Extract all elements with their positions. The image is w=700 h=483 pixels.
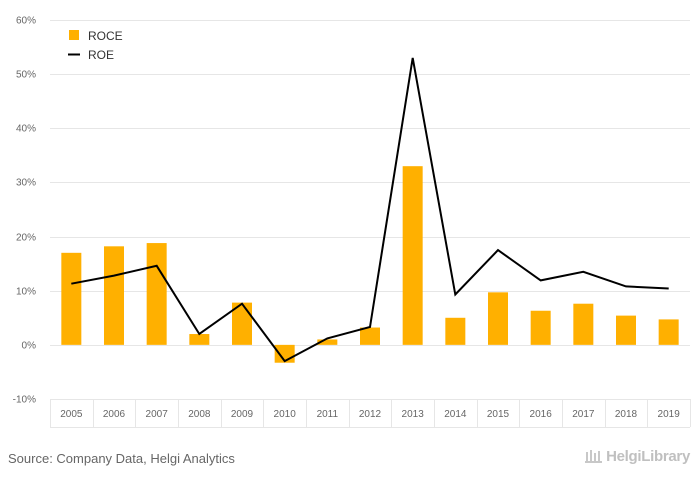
roce-bar: [445, 317, 466, 345]
roce-bar: [488, 292, 508, 345]
roce-bar: [402, 166, 423, 345]
x-tick-label: 2010: [274, 409, 297, 420]
x-tick-label: 2008: [188, 409, 211, 420]
y-tick-label: 40%: [16, 124, 36, 135]
roce-bars: [61, 166, 679, 363]
y-tick-label: 10%: [16, 287, 36, 298]
roce-bar: [530, 310, 551, 345]
roce-bar: [104, 246, 124, 345]
chart: -10%0%10%20%30%40%50%60% 2005 2006 2007 200…: [13, 16, 691, 428]
x-tick-label: 2019: [658, 409, 681, 420]
helgi-library-logo: HelgiLibrary: [585, 448, 690, 465]
roce-bar: [658, 319, 679, 345]
y-tick-label: 0%: [22, 341, 37, 352]
roce-bar: [573, 303, 594, 345]
x-tick-label: 2017: [572, 409, 595, 420]
roce-bar: [317, 339, 338, 345]
roce-bar: [360, 327, 380, 345]
roce-bar: [189, 334, 210, 345]
y-tick-label: 20%: [16, 233, 36, 244]
roe-line-path: [71, 57, 669, 363]
roe-line: [71, 57, 669, 363]
legend-label-roce: ROCE: [88, 29, 123, 43]
legend-swatch-roce: [69, 30, 79, 40]
x-tick-label: 2013: [402, 409, 425, 420]
x-tick-label: 2015: [487, 409, 510, 420]
y-axis: -10% 0% 10% 20% 30% 40% 50% 60%: [13, 16, 36, 406]
x-tick-label: 2016: [530, 409, 553, 420]
y-tick-label: 30%: [16, 178, 36, 189]
x-tick-label: 2005: [60, 409, 83, 420]
roce-bar: [61, 252, 82, 345]
roce-bar: [232, 302, 252, 345]
roce-bar: [146, 243, 167, 345]
x-tick-label: 2006: [103, 409, 126, 420]
roce-bar: [616, 315, 636, 345]
y-tick-label: 50%: [16, 70, 36, 81]
x-axis: 2005 2006 2007 2008 2009 2010 2011 2012 2013 2014…: [50, 399, 691, 428]
x-tick-label: 2007: [146, 409, 169, 420]
logo-text: HelgiLibrary: [606, 448, 690, 465]
library-building-icon: [585, 450, 603, 463]
x-tick-label: 2012: [359, 409, 382, 420]
legend-label-roe: ROE: [88, 48, 114, 62]
legend: ROCE ROE: [68, 29, 123, 62]
x-tick-label: 2011: [317, 409, 339, 420]
source-note: Source: Company Data, Helgi Analytics: [8, 451, 235, 466]
y-tick-label: 60%: [16, 16, 36, 27]
x-tick-label: 2009: [231, 409, 254, 420]
x-tick-label: 2018: [615, 409, 638, 420]
x-tick-label: 2014: [444, 409, 467, 420]
y-tick-label: -10%: [13, 395, 36, 406]
